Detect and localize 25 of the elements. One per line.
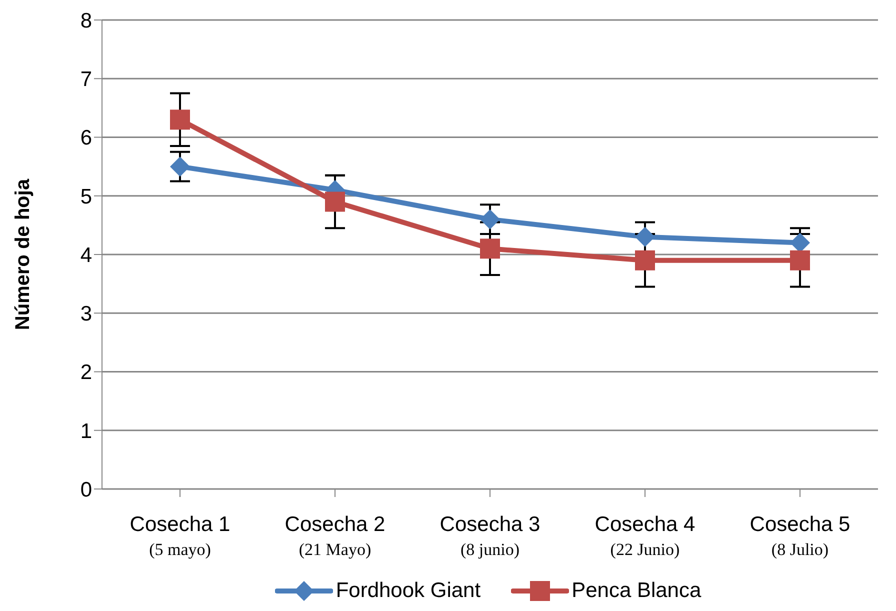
y-tick-label: 4 xyxy=(80,244,92,267)
legend-label: Fordhook Giant xyxy=(336,579,481,603)
x-tick-label: Cosecha 5 (8 Julio) xyxy=(750,513,850,559)
y-axis-title: Número de hoja xyxy=(12,178,34,330)
y-tick-label: 3 xyxy=(80,302,92,326)
point xyxy=(480,209,500,230)
point xyxy=(480,238,500,259)
y-tick-label: 1 xyxy=(80,420,92,443)
y-tick-label: 8 xyxy=(80,9,92,32)
point xyxy=(325,192,345,212)
x-tick-label: Cosecha 3 (8 junio) xyxy=(440,513,540,559)
point xyxy=(635,226,655,247)
point xyxy=(635,250,655,270)
x-tick-label: Cosecha 2 (21 Mayo) xyxy=(284,513,386,559)
x-tick-label: Cosecha 4 (22 Junio) xyxy=(594,513,696,559)
point xyxy=(170,110,190,130)
point xyxy=(170,156,190,177)
point xyxy=(790,250,810,270)
x-tick-label: Cosecha 1 (5 mayo) xyxy=(130,513,230,559)
y-tick-label: 5 xyxy=(80,185,92,208)
legend-label: Penca Blanca xyxy=(572,579,702,603)
y-tick-label: 7 xyxy=(80,68,92,92)
y-tick-label: 0 xyxy=(80,478,92,502)
y-tick-label: 6 xyxy=(80,126,92,150)
y-tick-label: 2 xyxy=(80,361,92,384)
